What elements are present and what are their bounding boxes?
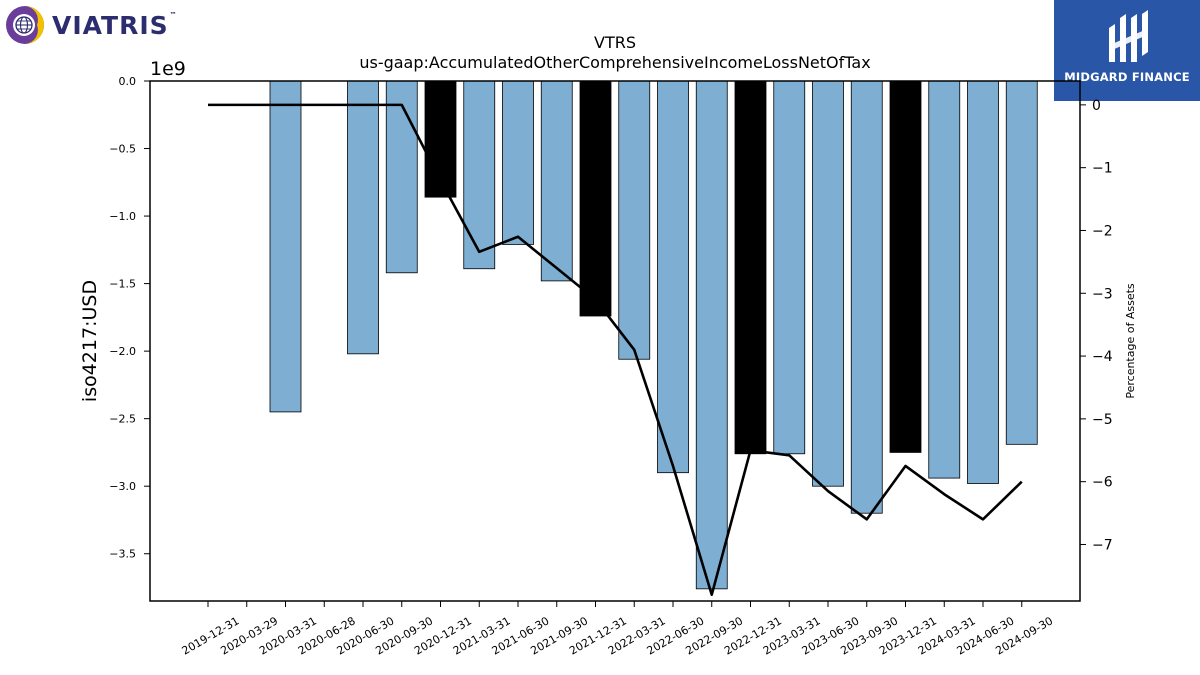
midgard-mark-icon bbox=[1109, 10, 1148, 62]
bar-2022-06-30 bbox=[657, 80, 689, 474]
chart-subtitle: us-gaap:AccumulatedOtherComprehensiveInc… bbox=[359, 53, 870, 72]
midgard-finance-wordmark: MIDGARD FINANCE bbox=[1064, 70, 1190, 84]
bar-2024-09-30 bbox=[1005, 80, 1038, 445]
bar-2021-09-30 bbox=[540, 80, 573, 282]
y2-tick-label: −1 bbox=[1092, 161, 1113, 177]
y2-tick-label: −2 bbox=[1092, 223, 1113, 239]
y2-tick-label: −3 bbox=[1092, 286, 1113, 302]
y-tick-label: −2.5 bbox=[109, 413, 136, 426]
bar-2022-12-31 bbox=[734, 80, 767, 455]
bar-2022-09-30 bbox=[695, 80, 728, 590]
viatris-logo: VIATRIS™ bbox=[4, 4, 178, 46]
y-tick-label: −3.0 bbox=[109, 480, 136, 493]
bar-2020-03-31 bbox=[269, 80, 302, 413]
y-tick-label: −0.5 bbox=[109, 143, 136, 156]
y2-axis-label: Percentage of Assets bbox=[1124, 283, 1137, 399]
bar-2024-03-31 bbox=[928, 80, 961, 479]
viatris-wordmark: VIATRIS™ bbox=[52, 10, 178, 40]
y-tick-label: −1.5 bbox=[109, 278, 136, 291]
y2-tick-label: −4 bbox=[1092, 349, 1113, 365]
bar-2022-03-31 bbox=[618, 80, 651, 360]
right-axis-ticks: 0 −1 −2 −3 −4 −5 −6 −7 bbox=[1080, 98, 1113, 553]
bar-2021-06-30 bbox=[502, 80, 534, 245]
y-tick-label: −3.5 bbox=[109, 548, 136, 561]
y2-tick-label: −7 bbox=[1092, 537, 1113, 553]
y-tick-label: −2.0 bbox=[109, 345, 136, 358]
bar-2023-12-31 bbox=[889, 80, 922, 453]
bar-2024-06-30 bbox=[967, 80, 999, 484]
bar-2023-09-30 bbox=[850, 80, 883, 514]
bars-group bbox=[269, 80, 1038, 590]
bar-2020-09-30 bbox=[385, 80, 418, 274]
bar-2021-03-31 bbox=[463, 80, 496, 270]
bar-2021-12-31 bbox=[579, 80, 612, 317]
bar-2023-03-31 bbox=[773, 80, 806, 455]
y2-tick-label: −6 bbox=[1092, 475, 1113, 491]
x-axis-ticks: 2019-12-312020-03-292020-03-312020-06-28… bbox=[180, 601, 1055, 658]
plot-frame bbox=[149, 80, 1081, 602]
globe-icon bbox=[6, 6, 44, 44]
y-axis-label: iso4217:USD bbox=[79, 280, 101, 402]
y2-tick-label: 0 bbox=[1092, 98, 1101, 114]
y2-tick-label: −5 bbox=[1092, 412, 1113, 428]
percentage-of-assets-line bbox=[208, 103, 1023, 597]
chart-title: VTRS bbox=[594, 33, 636, 52]
left-axis-ticks: 0.0 −0.5 −1.0 −1.5 −2.0 −2.5 −3.0 −3.5 bbox=[109, 75, 150, 561]
y-offset-text: 1e9 bbox=[150, 58, 186, 80]
midgard-finance-logo: MIDGARD FINANCE bbox=[1054, 0, 1200, 101]
y-tick-label: −1.0 bbox=[109, 210, 136, 223]
bar-2023-06-30 bbox=[812, 80, 844, 487]
bar-2020-06-30 bbox=[347, 80, 379, 355]
y-tick-label: 0.0 bbox=[119, 75, 137, 88]
